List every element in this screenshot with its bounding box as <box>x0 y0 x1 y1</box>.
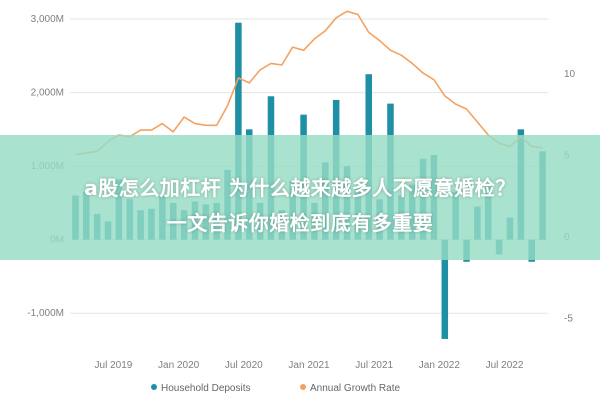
x-tick-label: Jan 2020 <box>158 360 200 371</box>
x-tick-label: Jul 2021 <box>355 360 393 371</box>
legend: Household Deposits Annual Growth Rate <box>151 383 400 394</box>
growth-line-path <box>75 10 543 156</box>
banner-line-2: 一文告诉你婚检到底有多重要 <box>166 211 434 235</box>
legend-deposits-marker <box>151 384 157 390</box>
left-tick-label: -1,000M <box>27 308 64 319</box>
title-banner: a股怎么加杠杆 为什么越来越多人不愿意婚检？ 一文告诉你婚检到底有多重要 <box>0 135 600 260</box>
right-tick-label: -5 <box>564 313 573 324</box>
x-tick-label: Jul 2022 <box>486 360 524 371</box>
right-tick-label: 10 <box>564 69 576 80</box>
legend-growth-marker <box>300 384 306 390</box>
deposit-bar <box>441 239 449 339</box>
x-tick-label: Jan 2021 <box>288 360 330 371</box>
x-tick-label: Jan 2022 <box>419 360 461 371</box>
deposit-bar <box>235 22 242 240</box>
legend-growth-label: Annual Growth Rate <box>310 383 400 394</box>
x-axis: Jul 2019 Jan 2020 Jul 2020 Jan 2021 Jul 2021… <box>95 360 524 371</box>
banner-line-1: a股怎么加杠杆 为什么越来越多人不愿意婚检？ <box>84 176 516 200</box>
left-tick-label: 3,000M <box>31 14 64 25</box>
legend-deposits-label: Household Deposits <box>161 383 251 394</box>
left-tick-label: 2,000M <box>31 88 64 99</box>
x-tick-label: Jul 2019 <box>95 360 133 371</box>
growth-line <box>75 10 543 156</box>
x-tick-label: Jul 2020 <box>225 360 263 371</box>
